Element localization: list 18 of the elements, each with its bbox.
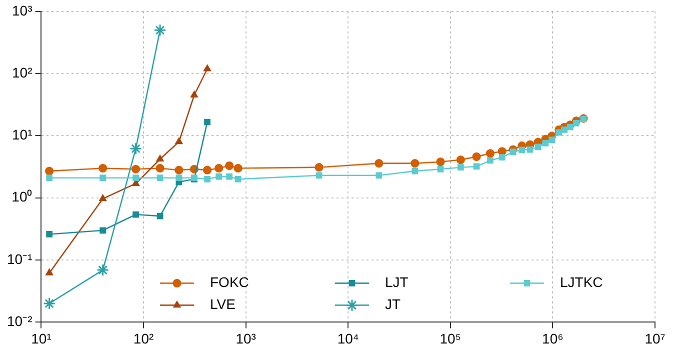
legend-label: JT — [385, 296, 401, 312]
y-tick-label: 10² — [12, 64, 33, 80]
legend-label: FOKC — [210, 274, 249, 290]
x-tick-label: 10⁷ — [644, 330, 666, 346]
legend-label: LJTKC — [560, 274, 603, 290]
x-tick-label: 10⁵ — [440, 330, 462, 346]
y-tick-label: 10⁻² — [7, 313, 33, 330]
legend-label: LJT — [385, 274, 409, 290]
y-tick-label: 10¹ — [12, 126, 33, 143]
x-tick-label: 10¹ — [31, 330, 52, 346]
x-tick-label: 10³ — [236, 330, 256, 346]
legend-label: LVE — [210, 296, 236, 312]
x-tick-label: 10² — [133, 330, 154, 346]
y-tick-label: 10⁰ — [12, 188, 32, 205]
x-tick-label: 10⁴ — [337, 330, 359, 346]
y-tick-label: 10³ — [12, 2, 33, 18]
x-tick-label: 10⁶ — [542, 330, 564, 346]
y-tick-label: 10⁻¹ — [7, 250, 33, 267]
